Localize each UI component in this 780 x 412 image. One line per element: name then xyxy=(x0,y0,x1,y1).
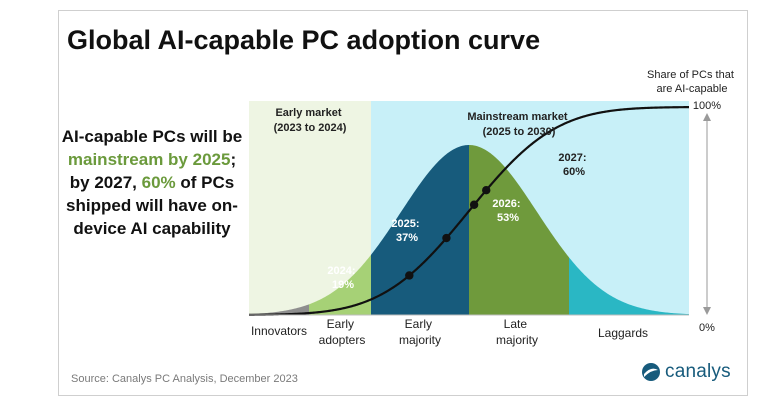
bell-segment-laggards xyxy=(569,257,689,315)
data-point-2026 xyxy=(469,200,479,209)
page-title: Global AI-capable PC adoption curve xyxy=(67,25,541,55)
canalys-logo-icon xyxy=(642,363,660,381)
y-axis-arrow xyxy=(703,113,711,315)
y-axis-label: Share of PCs that are AI-capable xyxy=(647,69,737,95)
y-axis-bottom-label: 0% xyxy=(699,322,715,334)
data-point-2027 xyxy=(482,186,491,195)
y-axis-top-label: 100% xyxy=(693,100,721,112)
bell-segment-innovators xyxy=(249,304,309,315)
callout-text-2: ; by 2027, xyxy=(69,150,237,192)
mainstream-market-label: Mainstream market (2025 to 2030) xyxy=(467,111,570,138)
segment-label-innovators: Innovators xyxy=(251,324,307,338)
segment-label-laggards: Laggards xyxy=(598,326,648,340)
data-point-2024 xyxy=(405,271,414,280)
source-note: Source: Canalys PC Analysis, December 20… xyxy=(71,373,298,385)
early-market-label: Early market (2023 to 2024) xyxy=(274,107,347,134)
headline-callout: AI-capable PCs will be mainstream by 202… xyxy=(59,125,245,240)
callout-highlight-2: 60% xyxy=(141,173,176,192)
segment-label-late-majority: Late majority xyxy=(496,317,538,347)
adoption-chart: Early market (2023 to 2024) Mainstream m… xyxy=(249,69,737,347)
point-label-2027: 2027: 60% xyxy=(558,152,589,178)
callout-text-3: of PCs shipped will have on-device AI ca… xyxy=(66,173,238,238)
point-label-2025: 2025: 37% xyxy=(391,218,422,244)
callout-text-1: AI-capable PCs will be xyxy=(61,127,243,146)
canalys-logo: canalys xyxy=(641,361,731,383)
segment-label-early-majority: Early majority xyxy=(399,317,441,347)
data-point-2025 xyxy=(442,233,451,243)
canalys-logo-word: canalys xyxy=(665,361,731,382)
point-label-2026: 2026: 53% xyxy=(492,198,523,224)
segment-label-early-adopters: Early adopters xyxy=(319,317,366,347)
adoption-s-curve xyxy=(249,106,689,316)
callout-highlight-1: mainstream by 2025 xyxy=(67,150,231,169)
point-label-2024: 2024: 19% xyxy=(327,265,358,291)
bell-segment-early-majority xyxy=(371,145,469,315)
bell-segment-late-majority xyxy=(469,145,569,315)
slide: Early market (2023 to 2024) Mainstream m… xyxy=(58,10,748,396)
bell-segment-early-adopters xyxy=(309,254,371,315)
